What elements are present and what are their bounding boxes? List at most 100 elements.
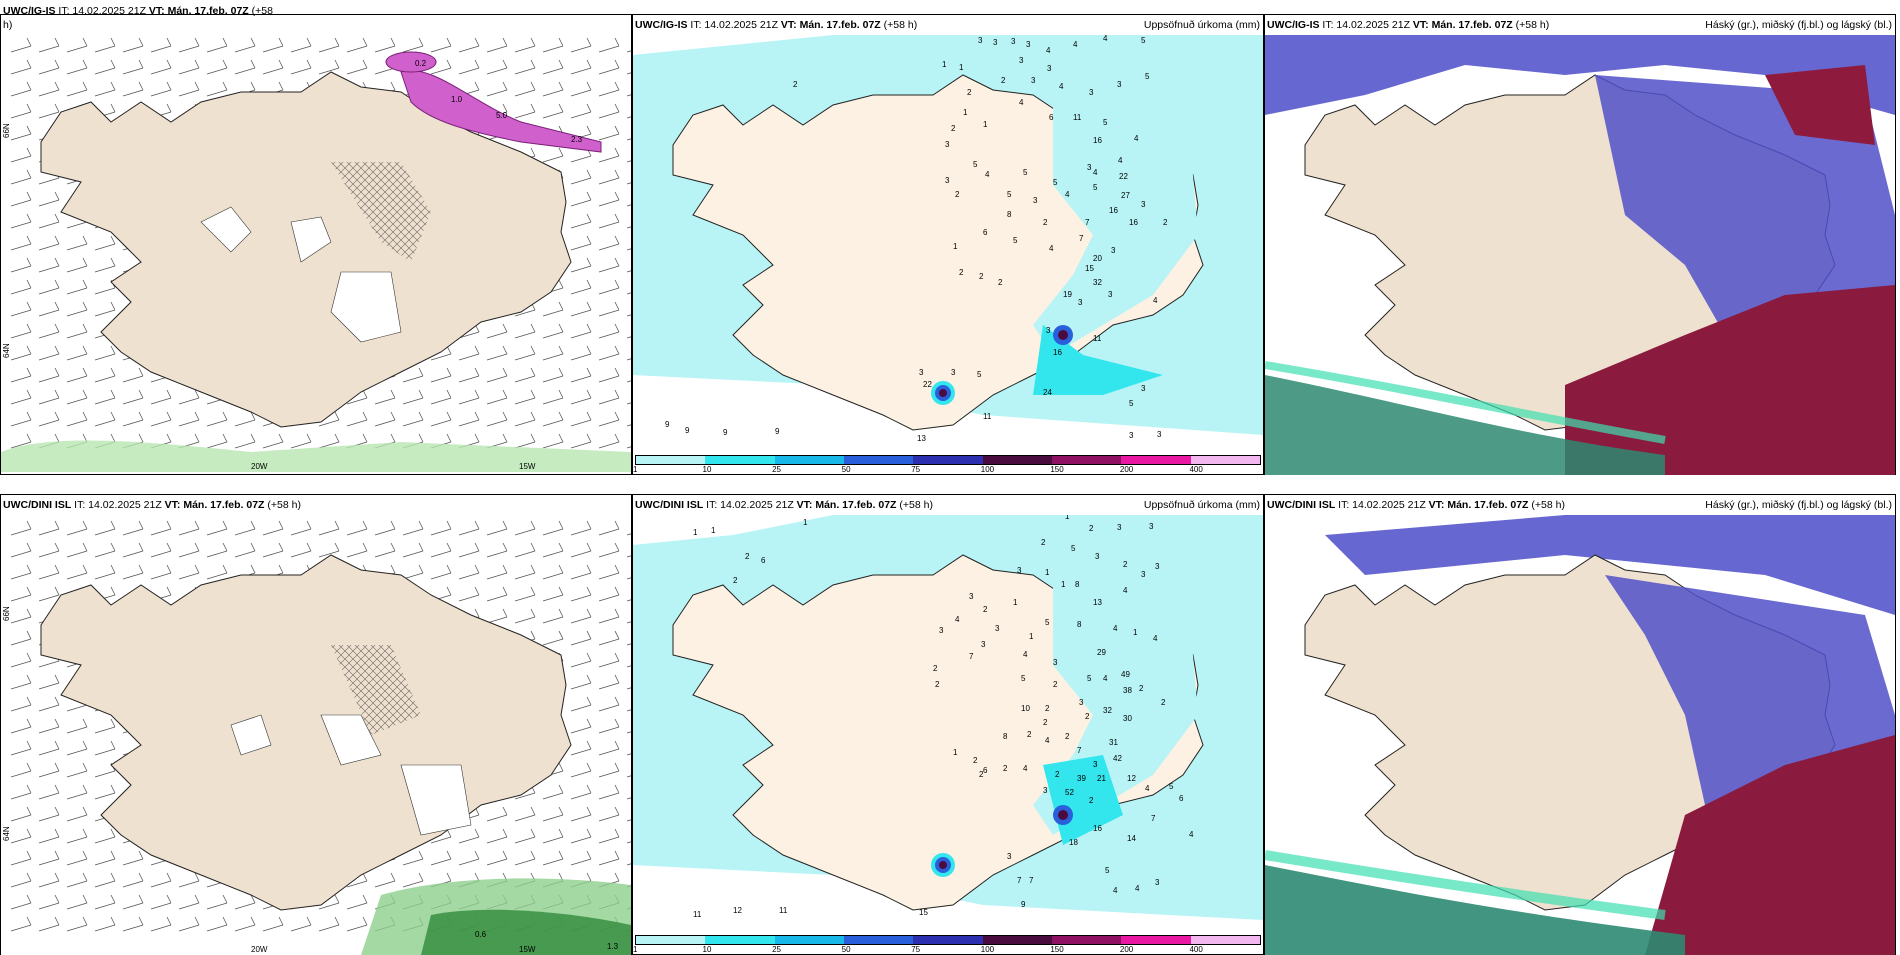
wind-barb-flag <box>530 345 536 355</box>
wind-barb-flag <box>474 411 480 421</box>
wind-barb <box>598 836 620 844</box>
wind-barb-flag <box>110 257 116 267</box>
precip-value-label: 12 <box>733 906 742 915</box>
wind-barb <box>626 841 631 844</box>
precip-value-label: 13 <box>917 434 926 443</box>
wind-barb-flag <box>614 740 620 750</box>
wind-barb-flag <box>418 872 424 882</box>
wind-barb-flag <box>278 81 284 91</box>
precip-value-label: 4 <box>985 170 990 179</box>
lon-label: 15W <box>519 462 536 471</box>
wind-barb <box>626 731 631 734</box>
wind-barb <box>542 836 564 844</box>
wind-barb <box>542 111 564 119</box>
wind-barb <box>262 441 284 449</box>
wind-barb-flag <box>586 740 592 750</box>
wind-barb <box>542 814 564 822</box>
precip-value-label: 3 <box>945 140 950 149</box>
wind-barb-flag <box>502 103 508 113</box>
wind-barb-flag <box>614 696 620 706</box>
wind-barb <box>66 880 88 888</box>
wind-barb-flag <box>334 542 340 552</box>
legend-tick-label: 150 <box>1050 465 1064 474</box>
wind-barb <box>626 643 631 646</box>
lead-time: (+58 h) <box>883 19 918 31</box>
wind-barb <box>598 89 620 97</box>
wind-barb-flag <box>82 762 88 772</box>
model-name: UWC/IG-IS <box>3 5 56 17</box>
wind-barb <box>122 89 144 97</box>
precip-value-label: 3 <box>1149 522 1154 531</box>
wind-barb <box>178 419 200 427</box>
precip-value-label: 5 <box>1071 544 1076 553</box>
precip-value-label: 52 <box>1065 788 1074 797</box>
wind-barb <box>66 528 88 536</box>
panel-wind-precip-igis: UWC/IG-IS IT: 14.02.2025 21Z VT: Mán. 17… <box>0 5 632 475</box>
wind-barb <box>66 858 88 866</box>
wind-barb <box>542 155 564 163</box>
precip-value-label: 2 <box>979 272 984 281</box>
wind-barb <box>262 550 284 558</box>
wind-barb <box>514 572 536 580</box>
wind-barb <box>178 528 200 536</box>
wind-barb <box>122 924 144 932</box>
wind-barb-flag <box>82 301 88 311</box>
wind-barb <box>318 924 340 932</box>
wind-barb-flag <box>614 630 620 640</box>
wind-barb <box>10 660 32 668</box>
wind-barb-flag <box>586 433 592 443</box>
wind-barb <box>122 419 144 427</box>
wind-barb <box>150 397 172 405</box>
wind-barb-flag <box>166 894 172 904</box>
wind-barb-flag <box>26 806 32 816</box>
wind-barb-flag <box>502 433 508 443</box>
wind-barb-flag <box>334 59 340 69</box>
wind-barb-flag <box>82 389 88 399</box>
wind-barb-flag <box>446 586 452 596</box>
wind-barb <box>626 358 631 361</box>
precip-value-label: 7 <box>1077 746 1082 755</box>
wind-barb <box>402 419 424 427</box>
wind-barb-flag <box>446 389 452 399</box>
wind-barb-flag <box>250 894 256 904</box>
panel-header: UWC/IG-IS IT: 14.02.2025 21Z VT: Mán. 17… <box>633 15 1263 35</box>
wind-barb-flag <box>110 784 116 794</box>
wind-barb-flag <box>54 301 60 311</box>
precip-value-label: 2 <box>955 190 960 199</box>
wind-barb-flag <box>222 564 228 574</box>
precip-value-label: 7 <box>969 652 974 661</box>
wind-barb-flag <box>26 81 32 91</box>
wind-barb-flag <box>474 367 480 377</box>
wind-barb <box>570 287 592 295</box>
precip-value-label: 3 <box>1031 76 1036 85</box>
precip-value-label: 14 <box>1127 834 1136 843</box>
wind-barb-flag <box>54 235 60 245</box>
wind-barb-flag <box>474 542 480 552</box>
precip-value-label: 8 <box>1077 620 1082 629</box>
wind-barb-flag <box>390 389 396 399</box>
wind-barb-flag <box>558 806 564 816</box>
wind-barb-flag <box>586 828 592 838</box>
wind-barb <box>570 309 592 317</box>
wind-barb <box>38 375 60 383</box>
precip-value-label: 15 <box>919 908 928 917</box>
wind-barb-flag <box>138 37 144 47</box>
precip-value-label: 29 <box>1097 648 1106 657</box>
precip-value-label: 5 <box>1053 178 1058 187</box>
wind-barb <box>66 748 88 756</box>
wind-barb <box>598 638 620 646</box>
wind-barb <box>626 797 631 800</box>
precip-value-label: 3 <box>1117 80 1122 89</box>
wind-barb-flag <box>166 37 172 47</box>
wind-barb-flag <box>26 389 32 399</box>
wind-barb-flag <box>306 59 312 69</box>
wind-barb-flag <box>446 564 452 574</box>
precip-value-label: 4 <box>1135 884 1140 893</box>
wind-barb-flag <box>614 257 620 267</box>
wind-barb-flag <box>558 103 564 113</box>
wind-barb-flag <box>502 828 508 838</box>
wind-barb <box>234 902 256 910</box>
wind-barb <box>570 682 592 690</box>
wind-barb-flag <box>418 564 424 574</box>
precip-value-label: 1 <box>1065 515 1070 521</box>
